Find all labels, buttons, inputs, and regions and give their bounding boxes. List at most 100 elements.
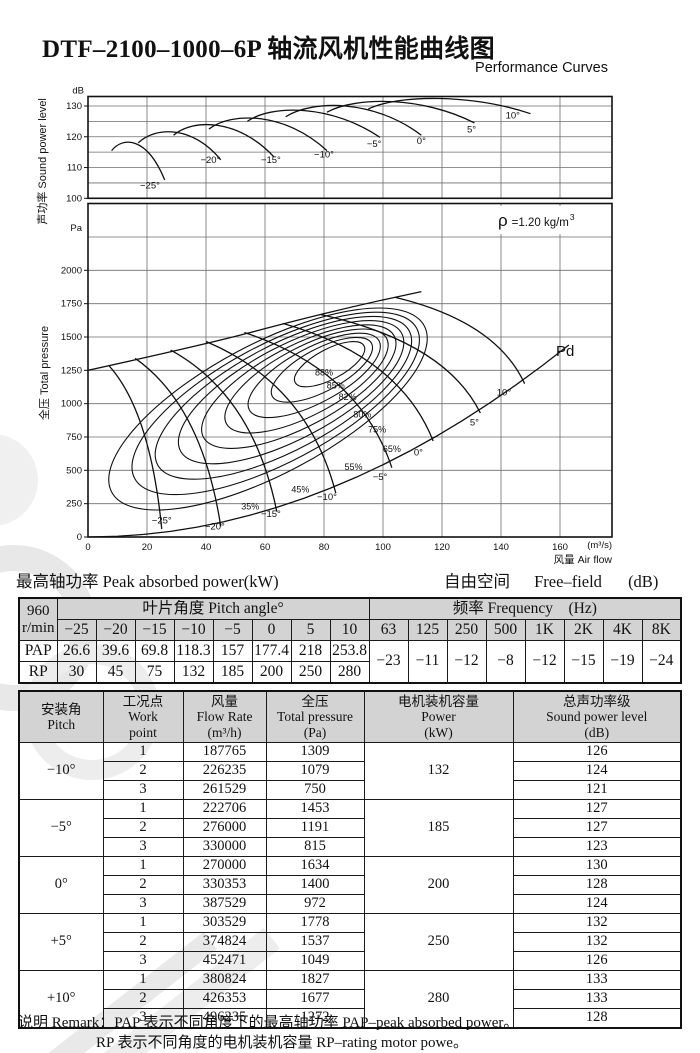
cell-line: 280 (427, 990, 450, 1007)
cell-line: 30 (68, 662, 85, 680)
row-label-rp: RP (18, 661, 58, 684)
cell-line: (m³/h) (207, 724, 242, 740)
flow-rate: 222706 (182, 799, 267, 819)
rp-value: 200 (251, 661, 292, 684)
cell-line: 1191 (300, 819, 330, 836)
cell-line: 工况点 (122, 694, 164, 710)
cell-line: −8 (497, 652, 514, 670)
total-pressure: 1453 (265, 799, 365, 819)
pitch-curve-−10° (205, 340, 337, 494)
cell-line: 叶片角度 Pitch angle° (142, 599, 284, 617)
cell-line: 1778 (300, 914, 330, 931)
table-row: 0° 1 270000 1634 200 130 (18, 856, 682, 914)
column-header: 风量 Flow Rate (m³/h) (182, 690, 267, 743)
efficiency-contour (108, 307, 428, 511)
cell-line: 133 (585, 990, 608, 1007)
total-pressure: 1634 (265, 856, 365, 876)
cell-line: 750 (304, 781, 326, 798)
efficiency-label: 65% (383, 444, 401, 454)
total-pressure: 750 (265, 780, 365, 800)
speed-cell: 960 r/min (18, 597, 58, 641)
work-point: 3 (102, 1008, 184, 1029)
sound-curve-−20° (137, 131, 222, 161)
cell-line: 185 (427, 819, 450, 836)
cell-line: 250 (427, 933, 450, 950)
cell-line: −20 (103, 620, 128, 638)
pitch-curve-−25° (108, 364, 163, 530)
flow-rate: 187765 (182, 742, 267, 762)
pitch-group-label: +5° (18, 913, 104, 971)
pitch-curve-label: 5° (470, 417, 479, 428)
cell-line: 1309 (300, 743, 330, 760)
pitch-curve-label: −5° (373, 472, 388, 483)
flow-rate: 226235 (182, 761, 267, 781)
cell-line: 总声功率级 (563, 694, 631, 710)
pressure-ytick: 500 (66, 465, 82, 476)
freq-correction-value: −12 (446, 640, 487, 684)
cell-line: Flow Rate (196, 709, 253, 725)
cell-line: 1827 (300, 971, 330, 988)
cell-line: −23 (376, 652, 401, 670)
motor-power: 200 (363, 856, 514, 914)
pitch-col-header: 0 (251, 619, 292, 641)
efficiency-label: 35% (241, 501, 259, 511)
page-title: DTF–2100–1000–6P 轴流风机性能曲线图 (42, 35, 495, 63)
pressure-ytick: 1750 (61, 299, 82, 310)
motor-power: 280 (363, 970, 514, 1029)
pitch-group-label: 0° (18, 856, 104, 914)
sound-curve-−15° (173, 123, 275, 158)
cell-line: 5 (306, 620, 315, 638)
flow-rate: 330000 (182, 837, 267, 857)
cell-line: 安装角 (41, 701, 82, 717)
cell-line: −15 (142, 620, 167, 638)
pressure-ytick: 250 (66, 499, 82, 510)
flow-xtick: 100 (375, 542, 391, 553)
motor-power: 132 (363, 742, 514, 800)
cell-line: 1453 (300, 800, 330, 817)
pitch-col-header: 10 (329, 619, 370, 641)
pap-value: 157 (212, 640, 253, 662)
cell-line: 125 (415, 620, 440, 638)
pitch-curve-label: −20° (205, 522, 225, 533)
pressure-axis-label: 全压 Total pressure (37, 326, 51, 420)
cell-line: −19 (610, 652, 635, 670)
efficiency-label: 82% (339, 392, 357, 402)
motor-power: 185 (363, 799, 514, 857)
cell-line: 330353 (202, 876, 247, 893)
cell-line: 126 (585, 952, 608, 969)
cell-line: (dB) (584, 724, 610, 740)
cell-line: 45 (107, 662, 124, 680)
cell-line: 2 (139, 933, 147, 950)
cell-line: 187765 (202, 743, 247, 760)
work-point: 2 (102, 875, 184, 895)
sound-curve-0° (285, 104, 422, 136)
cell-line: 380824 (202, 971, 247, 988)
cell-line: 185 (220, 662, 245, 680)
cell-line: 960 (27, 603, 50, 619)
sound-ytick: 130 (66, 101, 82, 112)
peak-power-note: 最高轴功率 Peak absorbed power(kW) (16, 572, 279, 591)
pitch-curve-label: −25° (152, 516, 172, 527)
flow-axis-unit: (m³/s) (587, 540, 612, 551)
cell-line: 132 (585, 914, 608, 931)
cell-line: 330000 (202, 838, 247, 855)
pitch-curve-−20° (134, 357, 222, 527)
total-pressure: 1272 (265, 1008, 365, 1029)
sound-ytick: 120 (66, 132, 82, 143)
flow-rate: 387529 (182, 894, 267, 914)
pitch-curve-10° (394, 296, 526, 384)
pap-value: 177.4 (251, 640, 292, 662)
freq-correction-value: −24 (641, 640, 682, 684)
work-point: 1 (102, 856, 184, 876)
cell-line: 1049 (300, 952, 330, 969)
table-row: 2 374824 1537 132 (19, 932, 682, 952)
free-field-en: Free–field (534, 572, 602, 591)
cell-line: 500 (493, 620, 518, 638)
sound-curve-label: 10° (506, 110, 521, 121)
rho-value: =1.20 kg/m (512, 217, 569, 229)
table-row: 3 261529 750 121 (19, 780, 682, 800)
work-point: 3 (102, 951, 184, 971)
cell-line: −15 (571, 652, 596, 670)
flow-rate: 496235 (182, 1008, 267, 1029)
